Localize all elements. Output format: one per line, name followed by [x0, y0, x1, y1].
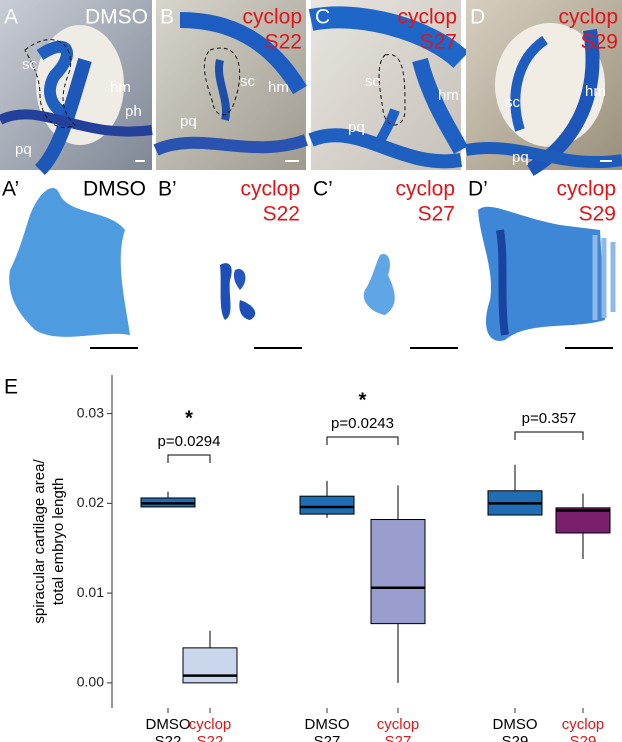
- condition-label: DMSO: [83, 178, 146, 201]
- box: [555, 507, 611, 534]
- p-value: p=0.0243: [331, 415, 394, 432]
- structure-label: pq: [180, 113, 197, 130]
- box: [182, 647, 238, 684]
- condition-label: cyclop: [240, 178, 300, 201]
- x-tick-label: S22: [155, 733, 182, 742]
- y-axis-label: total embryo length: [50, 478, 67, 606]
- condition-label: cyclop: [556, 178, 616, 201]
- p-value: p=0.0294: [158, 433, 221, 450]
- x-tick-label: S27: [314, 733, 341, 742]
- x-tick-label: cyclop: [377, 716, 420, 733]
- panel-letter: D: [470, 6, 485, 29]
- condition-label: S29: [581, 31, 618, 54]
- structure-label: ph: [125, 103, 142, 120]
- panel-letter: D’: [468, 178, 488, 201]
- x-tick-label: S29: [570, 733, 597, 742]
- structure-label: pq: [348, 119, 365, 136]
- structure-label: sc: [22, 56, 38, 73]
- photo-row: [0, 0, 622, 177]
- panel-letter: B: [160, 6, 174, 29]
- panel-letter: E: [4, 376, 18, 399]
- x-tick-label: S29: [502, 733, 529, 742]
- significance-bracket: [167, 454, 211, 463]
- condition-label: cyclop: [242, 6, 302, 29]
- condition-label: S27: [420, 31, 457, 54]
- structure-label: pq: [15, 141, 32, 158]
- structure-label: hm: [268, 79, 289, 96]
- structure-label: pq: [512, 149, 529, 166]
- significance-bracket: [514, 431, 584, 440]
- structure-label: hm: [585, 83, 606, 100]
- y-tick-label: 0.00: [77, 674, 104, 690]
- box: [370, 519, 426, 625]
- condition-label: S22: [265, 31, 302, 54]
- panel-letter: A: [4, 6, 18, 29]
- structure-label: sc: [365, 73, 381, 90]
- x-tick-label: cyclop: [189, 716, 232, 733]
- condition-label: cyclop: [397, 6, 457, 29]
- x-tick-label: S27: [385, 733, 412, 742]
- significance-star: *: [185, 407, 193, 429]
- x-tick-label: cyclop: [562, 716, 605, 733]
- structure-label: sc: [505, 94, 521, 111]
- panel-letter: C’: [313, 178, 333, 201]
- condition-label: cyclop: [395, 178, 455, 201]
- structure-label: sc: [240, 73, 256, 90]
- detail-row: [9, 187, 616, 349]
- x-tick-label: DMSO: [305, 716, 350, 733]
- structure-label: hm: [110, 79, 131, 96]
- condition-label: S27: [418, 203, 455, 226]
- significance-bracket: [326, 436, 399, 445]
- panel-letter: B’: [158, 178, 177, 201]
- x-tick-label: DMSO: [493, 716, 538, 733]
- significance-star: *: [359, 389, 367, 411]
- condition-label: S22: [263, 203, 300, 226]
- y-tick-label: 0.01: [77, 584, 104, 600]
- condition-label: DMSO: [85, 6, 148, 29]
- condition-label: S29: [579, 203, 616, 226]
- structure-label: hm: [438, 87, 459, 104]
- x-tick-label: S22: [197, 733, 224, 742]
- y-tick-label: 0.02: [77, 494, 104, 510]
- y-axis-label: spiracular cartilage area/: [31, 459, 48, 624]
- p-value: p=0.357: [522, 410, 577, 427]
- y-tick-label: 0.03: [77, 404, 104, 420]
- box: [299, 495, 355, 515]
- condition-label: cyclop: [558, 6, 618, 29]
- panel-letter: C: [315, 6, 330, 29]
- x-tick-label: DMSO: [146, 716, 191, 733]
- panel-letter: A’: [2, 178, 19, 201]
